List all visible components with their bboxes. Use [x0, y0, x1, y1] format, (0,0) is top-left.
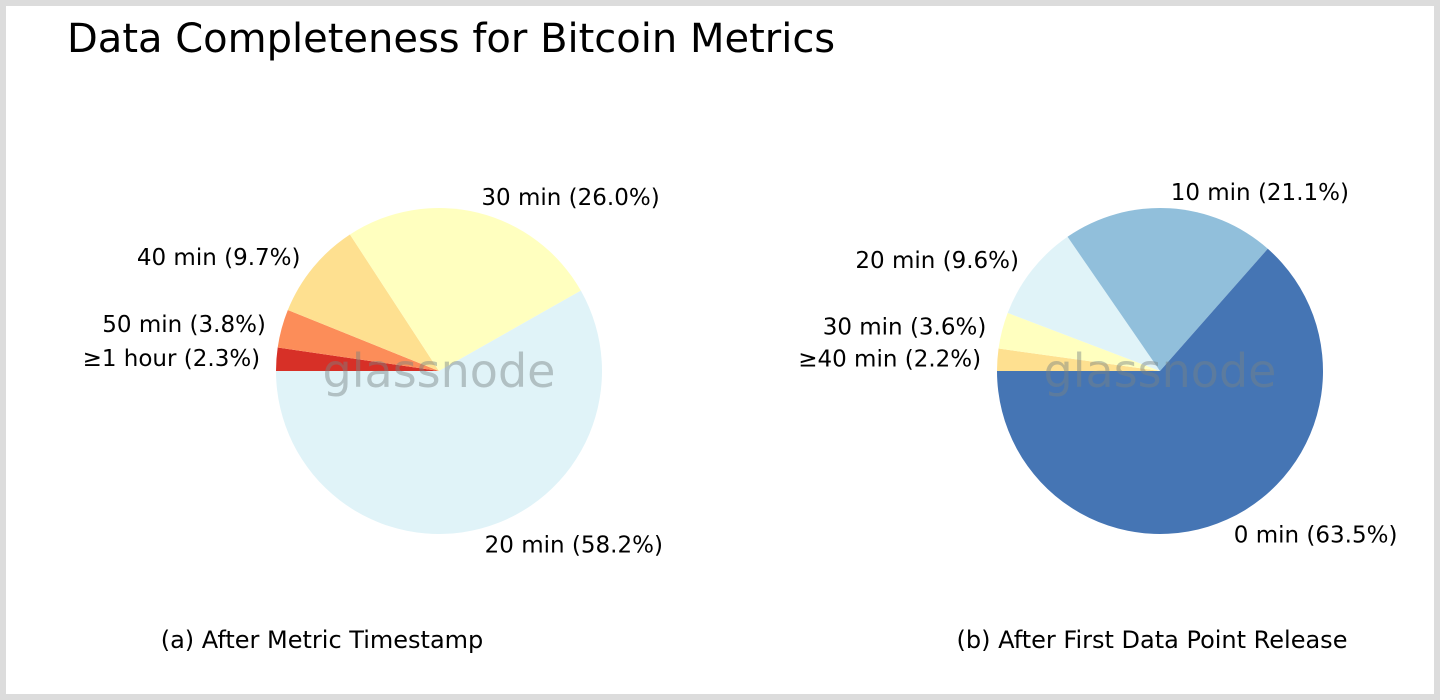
pie-slice — [277, 310, 439, 371]
watermark: glassnode — [1044, 344, 1277, 398]
pie-slice — [1067, 208, 1268, 371]
pie-b: glassnode ≥40 min (2.2%) 30 min (3.6%) 20 m… — [798, 180, 1397, 548]
pie-slice — [276, 290, 602, 534]
slice-label: 0 min (63.5%) — [1234, 522, 1398, 548]
slice-label: ≥1 hour (2.3%) — [83, 346, 261, 372]
slice-label: 20 min (9.6%) — [855, 248, 1019, 274]
slice-label: 10 min (21.1%) — [1171, 180, 1349, 206]
slice-label: 20 min (58.2%) — [485, 532, 663, 558]
caption-b: (b) After First Data Point Release — [956, 626, 1348, 654]
pie-slice — [1007, 236, 1160, 371]
slice-label: 40 min (9.7%) — [137, 245, 301, 271]
caption-a: (a) After Metric Timestamp — [160, 626, 484, 654]
pie-slice — [997, 248, 1323, 535]
slice-label: 30 min (3.6%) — [823, 314, 987, 340]
pie-slice — [998, 312, 1160, 371]
chart-title: Data Completeness for Bitcoin Metrics — [67, 16, 836, 62]
pie-a: glassnode ≥1 hour (2.3%) 50 min (3.8%) 40 m… — [83, 185, 663, 559]
slice-label: 50 min (3.8%) — [102, 312, 266, 338]
pie-slice — [276, 347, 439, 371]
pie-slice — [287, 234, 439, 371]
pie-slice — [349, 208, 581, 371]
slice-label: 30 min (26.0%) — [481, 185, 659, 211]
pie-slice — [997, 348, 1160, 371]
slice-label: ≥40 min (2.2%) — [798, 347, 981, 373]
watermark: glassnode — [323, 344, 556, 398]
